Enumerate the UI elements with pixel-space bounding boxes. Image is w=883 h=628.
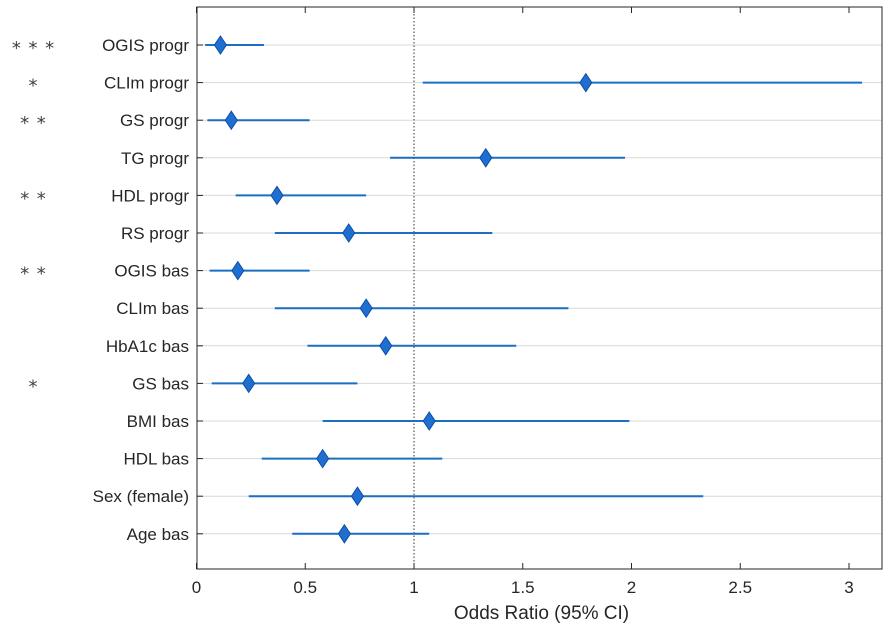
x-axis-title: Odds Ratio (95% CI) [454,603,629,624]
significance-stars: * * [20,264,48,285]
or-marker [231,260,245,281]
or-marker [342,223,356,243]
or-marker [213,35,228,55]
row-label: RS progr [121,224,189,243]
x-tick-label: 2.5 [728,578,752,597]
x-tick-label: 3 [844,578,853,597]
significance-stars: * [29,376,40,397]
or-marker [579,72,593,93]
x-tick-label: 2 [627,578,636,597]
x-tick-label: 1.5 [511,578,535,597]
significance-stars: * * [20,188,48,209]
row-label: OGIS progr [102,36,189,55]
row-label: HbA1c bas [106,337,189,356]
row-label: GS progr [120,111,189,130]
or-marker [479,147,493,168]
row-labels: OGIS progr * * * CLIm progr * GS progr * * TG … [12,36,189,544]
significance-stars: * * [20,113,48,134]
row-label: CLIm progr [104,74,189,93]
or-marker [379,335,393,356]
x-tick-label: 1 [409,578,418,597]
or-marker [359,298,373,319]
row-label: Sex (female) [93,487,189,506]
row-label: HDL bas [123,450,189,469]
x-tick-label: 0 [192,578,201,597]
row-label: GS bas [132,374,189,393]
or-marker [242,373,256,394]
row-label: BMI bas [127,412,189,431]
x-axis: 0 0.5 1 1.5 2 2.5 3 [192,7,854,597]
x-tick-label: 0.5 [293,578,317,597]
row-label: OGIS bas [114,262,189,281]
row-label: HDL progr [111,186,189,205]
or-marker [337,523,352,544]
odds-ratio-markers [213,35,593,544]
or-marker [270,185,284,206]
or-marker [422,411,436,431]
grid-lines [197,44,882,535]
confidence-intervals [205,44,863,535]
or-marker [316,448,330,469]
or-marker [350,486,365,507]
row-label: CLIm bas [116,299,189,318]
row-label: Age bas [127,525,189,544]
significance-stars: * [29,76,40,97]
or-marker [224,110,238,131]
row-label: TG progr [121,149,189,168]
significance-stars: * * * [12,38,56,59]
plot-frame [196,6,883,570]
